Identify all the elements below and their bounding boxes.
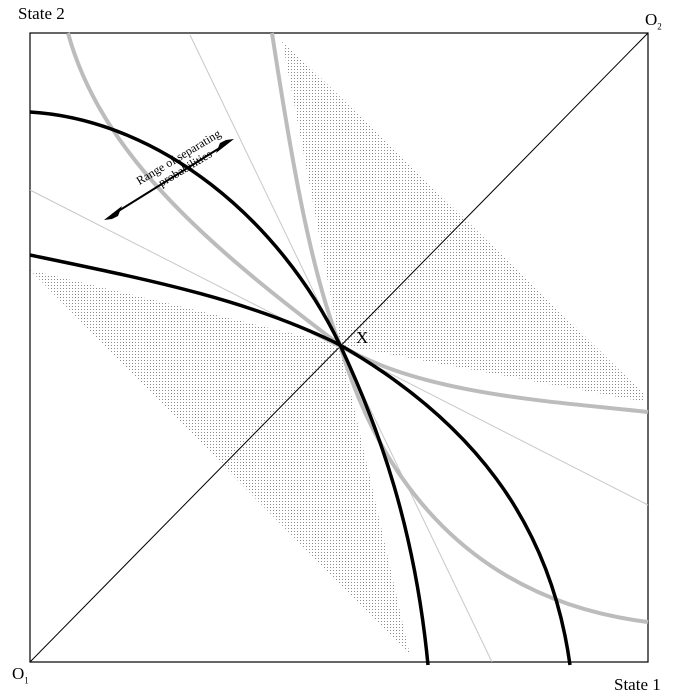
- range-arrow-head-right: [216, 139, 234, 153]
- y-axis-label: State 2: [18, 4, 65, 23]
- grey-curve-2: [270, 32, 649, 624]
- range-arrow: [111, 143, 227, 216]
- x-axis-label: State 1: [614, 675, 661, 694]
- range-arrow-head-left: [104, 206, 122, 220]
- origin-1-label: O1: [12, 664, 29, 686]
- black-curve-inner: [29, 253, 572, 666]
- lower-shaded-region: [30, 270, 410, 655]
- point-x-label: X: [356, 328, 369, 347]
- box-frame: [29, 32, 649, 663]
- origin-2-label: O2: [645, 10, 662, 32]
